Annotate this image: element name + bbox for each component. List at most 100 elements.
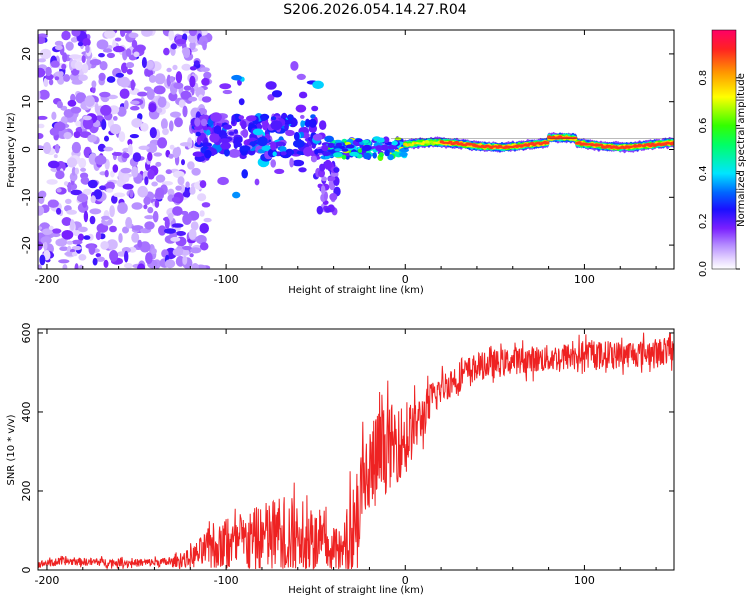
- spectrogram-xtick-label: 100: [574, 273, 595, 286]
- spectrogram-cell: [161, 181, 174, 186]
- spectrogram-cell: [39, 48, 52, 60]
- spectrogram-cell: [82, 115, 92, 121]
- spectrogram-cell: [169, 76, 175, 83]
- spectrogram-cell: [274, 141, 286, 146]
- spectrogram-cell: [182, 255, 188, 265]
- spectrogram-cell: [56, 188, 62, 193]
- spectrogram-cell: [231, 74, 243, 81]
- spectrogram-cell: [81, 55, 86, 63]
- spectrogram-cell: [95, 253, 102, 258]
- spectrogram-cell: [322, 151, 331, 157]
- spectrogram-cell: [131, 118, 143, 128]
- spectrogram-cell: [375, 145, 383, 152]
- spectrogram-cell: [180, 90, 192, 100]
- spectrogram-cell: [200, 118, 208, 127]
- spectrogram-cell: [54, 76, 60, 81]
- spectrogram-cell: [88, 153, 98, 165]
- spectrogram-cell: [129, 189, 134, 198]
- spectrogram-cell: [170, 43, 177, 50]
- spectrogram-cell: [104, 30, 116, 39]
- spectrogram-cell: [38, 115, 48, 120]
- spectrogram-cell: [199, 223, 209, 234]
- spectrogram-cell: [69, 172, 78, 182]
- spectrogram-cell: [145, 143, 158, 154]
- spectrogram-cell: [673, 141, 674, 143]
- spectrogram-cell: [90, 195, 96, 204]
- spectrogram-cell: [38, 145, 45, 150]
- spectrogram-cell: [191, 167, 201, 176]
- spectrogram-cell: [143, 204, 148, 210]
- spectrogram-cell: [151, 248, 157, 255]
- spectrogram-cell: [175, 146, 182, 157]
- spectrogram-cell: [71, 245, 82, 251]
- spectrogram-cell: [65, 198, 72, 204]
- spectrogram-cell: [148, 74, 157, 83]
- spectrogram-cell: [130, 100, 140, 105]
- spectrogram-cell: [448, 140, 453, 144]
- spectrogram-cell: [228, 148, 241, 158]
- spectrogram-cell: [382, 136, 390, 143]
- spectrogram-cell: [203, 217, 212, 223]
- spectrogram-cell: [160, 118, 168, 130]
- spectrogram-cell: [54, 121, 66, 132]
- spectrogram-cell: [102, 48, 113, 53]
- snr-panel: -200 -100 0 100 0 200 400 600 Height of straigh…: [6, 322, 675, 596]
- spectrogram-cell: [673, 142, 674, 143]
- spectrogram-cell: [77, 233, 84, 241]
- spectrogram-cell: [189, 247, 202, 254]
- spectrogram-cell: [123, 100, 129, 110]
- spectrogram-cell: [123, 263, 133, 269]
- spectrogram-cell: [66, 209, 77, 215]
- spectrogram-cell: [232, 191, 241, 199]
- spectrogram-cell: [151, 181, 158, 187]
- spectrogram-cell: [125, 217, 133, 229]
- spectrogram-cell: [143, 196, 151, 205]
- spectrogram-cell: [334, 148, 342, 152]
- spectrogram-cell: [96, 223, 109, 233]
- spectrogram-cell: [130, 79, 135, 91]
- spectrogram-cell: [545, 141, 550, 145]
- spectrogram-cell: [115, 72, 125, 78]
- spectrogram-cell: [181, 245, 192, 251]
- spectrogram-cell: [71, 79, 83, 85]
- spectrogram-cell: [181, 63, 192, 71]
- spectrogram-cell: [131, 202, 143, 210]
- spectrogram-cell: [162, 128, 169, 136]
- spectrogram-cell: [111, 152, 124, 156]
- spectrogram-cell: [155, 161, 162, 167]
- snr-xtick-label: -100: [214, 574, 239, 587]
- spectrogram-cell: [107, 45, 113, 50]
- spectrogram-cell: [71, 141, 81, 154]
- spectrogram-cell: [172, 206, 183, 216]
- spectrogram-cell: [182, 213, 192, 225]
- spectrogram-cell: [289, 157, 294, 168]
- spectrogram-cell: [89, 59, 102, 66]
- spectrogram-cell: [210, 112, 222, 122]
- spectrogram-cell: [321, 176, 328, 182]
- spectrogram-cell: [54, 40, 64, 47]
- spectrogram-cell: [260, 116, 267, 121]
- spectrogram-ytick-label: 10: [20, 95, 33, 109]
- spectrogram-cell: [62, 264, 68, 269]
- spectrogram-cell: [167, 188, 175, 196]
- spectrogram-cell: [204, 149, 212, 159]
- spectrogram-cell: [84, 95, 95, 107]
- spectrogram-cell: [104, 169, 109, 178]
- spectrogram-cell: [324, 159, 332, 170]
- spectrogram-cell: [167, 212, 174, 222]
- spectrogram-xtick-label: -100: [214, 273, 239, 286]
- spectrogram-cell: [144, 176, 149, 186]
- spectrogram-cell: [131, 225, 144, 231]
- spectrogram-cell: [246, 115, 257, 122]
- spectrogram-cell: [205, 129, 211, 136]
- spectrogram-cell: [120, 167, 132, 174]
- spectrogram-cell: [137, 91, 148, 97]
- spectrogram-cell: [157, 137, 168, 149]
- spectrogram-cell: [384, 149, 390, 157]
- spectrogram-cell: [270, 120, 283, 131]
- spectrogram-cell: [99, 185, 107, 191]
- spectrogram-cell: [673, 141, 674, 145]
- spectrogram-cell: [59, 246, 69, 251]
- spectrogram-cell: [321, 144, 329, 152]
- spectrogram-ylabel: Frequency (Hz): [6, 112, 17, 188]
